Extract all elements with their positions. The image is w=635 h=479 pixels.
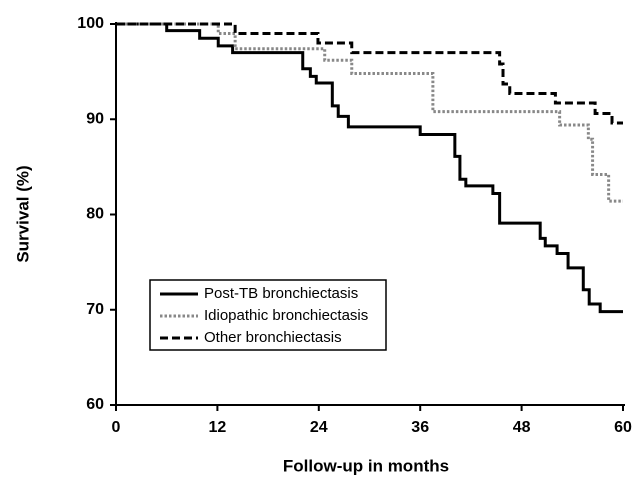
y-axis-title: Survival (%)	[13, 165, 32, 262]
survival-curve	[116, 22, 623, 314]
x-tick-label: 48	[513, 419, 531, 436]
legend-label: Idiopathic bronchiectasis	[204, 307, 368, 324]
y-tick-label: 80	[86, 206, 104, 223]
survival-curve	[116, 22, 623, 203]
legend-label: Post-TB bronchiectasis	[204, 285, 358, 302]
x-tick-label: 24	[310, 419, 328, 436]
x-tick-label: 60	[614, 419, 632, 436]
y-tick-label: 90	[86, 110, 104, 127]
y-tick-label: 60	[86, 396, 104, 413]
x-axis-title: Follow-up in months	[283, 456, 449, 475]
y-tick-label: 100	[77, 15, 104, 32]
x-tick-label: 0	[112, 419, 121, 436]
x-tick-label: 36	[411, 419, 429, 436]
x-tick-label: 12	[209, 419, 227, 436]
survival-curve	[116, 22, 623, 125]
legend-label: Other bronchiectasis	[204, 329, 342, 346]
y-tick-label: 70	[86, 301, 104, 318]
